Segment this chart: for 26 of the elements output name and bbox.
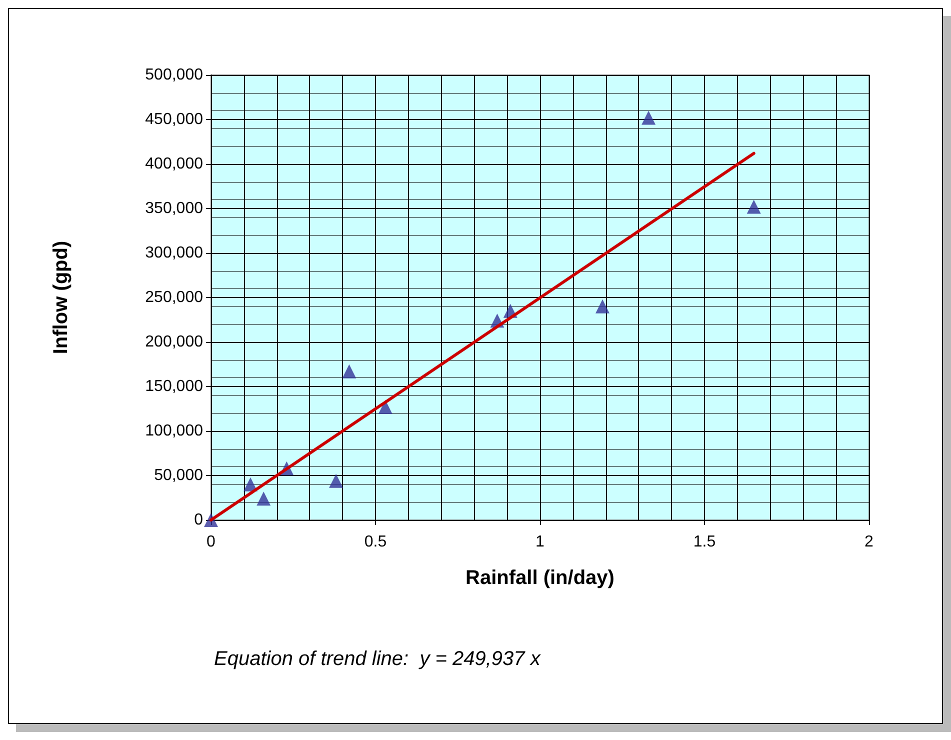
point — [596, 299, 610, 314]
point — [329, 474, 344, 488]
y-tick-label: 150,000 — [145, 378, 204, 395]
text: Equation of trend line: y = 249,937 x — [214, 648, 542, 670]
y-tick-label: 500,000 — [145, 66, 204, 84]
point — [342, 364, 356, 378]
y-tick-label: 350,000 — [145, 200, 204, 217]
y-tick-label: 450,000 — [145, 111, 204, 128]
point — [746, 200, 761, 214]
y-tick-label: 100,000 — [145, 422, 204, 440]
point — [642, 110, 656, 125]
x-tick-label: 0 — [206, 534, 216, 550]
x-tick-label: 2 — [864, 534, 874, 550]
y-tick-label: 400,000 — [145, 156, 204, 172]
y-tick-label: 300,000 — [145, 244, 204, 262]
y-tick-label: 250,000 — [145, 289, 204, 306]
x-tick-label: 1.5 — [693, 534, 716, 550]
point — [256, 492, 271, 506]
y-tick-label: 0 — [194, 512, 204, 528]
point — [378, 400, 392, 414]
y-tick-label: 200,000 — [145, 334, 204, 350]
x-axis-title: Rainfall (in/day) — [466, 567, 614, 589]
x-tick-label: 0.5 — [364, 534, 387, 550]
x-tick-label: 1 — [536, 534, 545, 550]
y-axis-title: Inflow (gpd) — [50, 240, 72, 354]
y-tick-label: 50,000 — [154, 467, 204, 484]
